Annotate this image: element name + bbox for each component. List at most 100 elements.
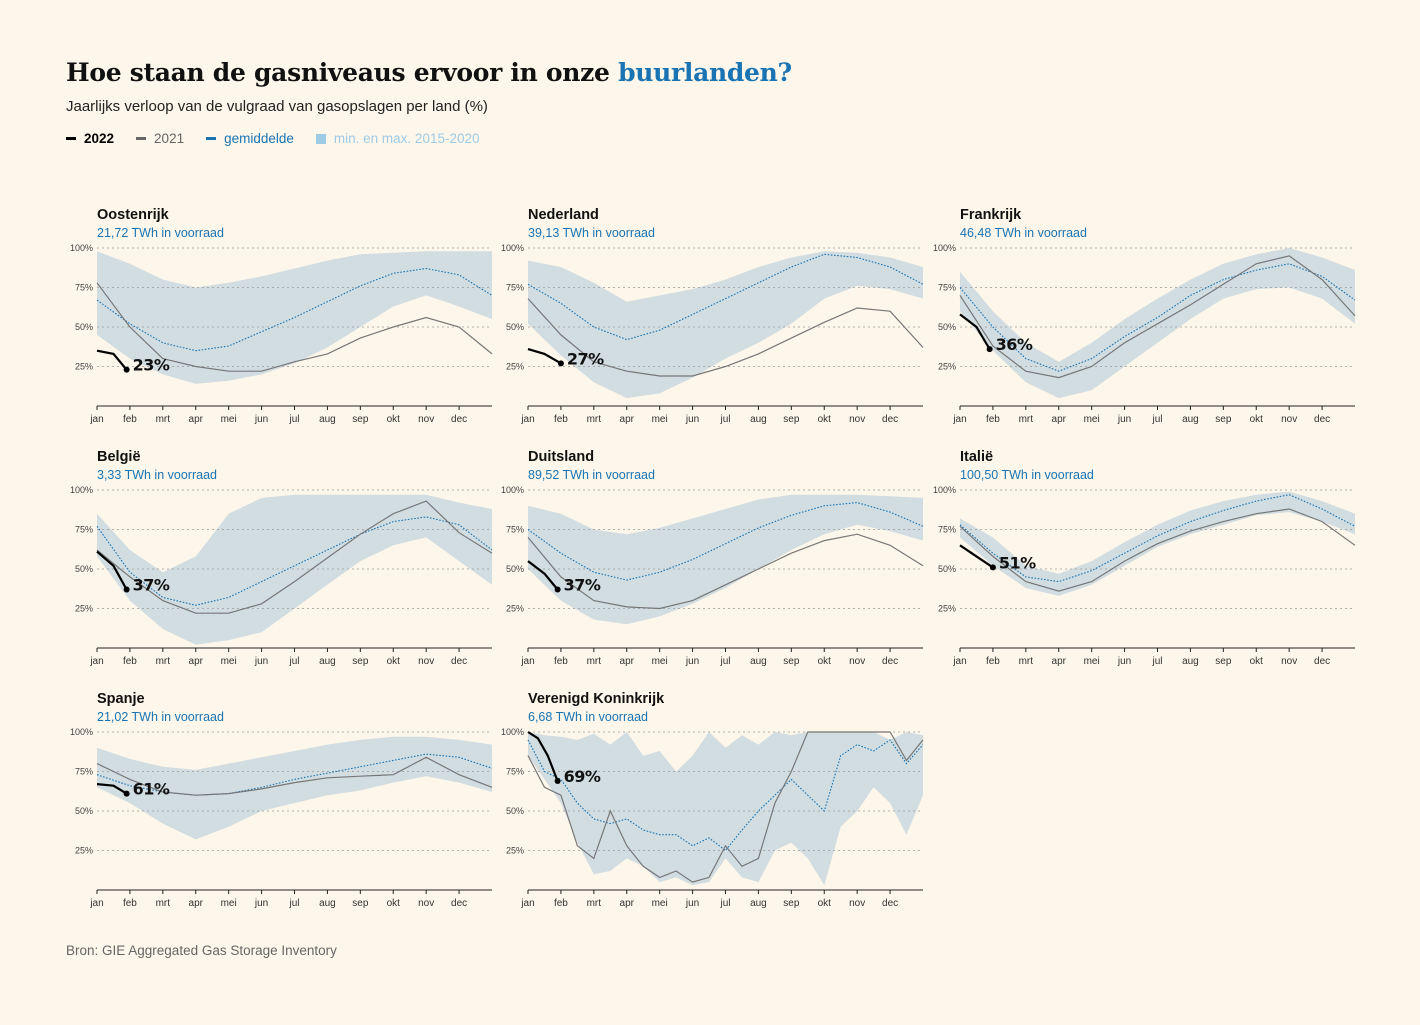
current-value-label: 23% bbox=[133, 356, 170, 375]
line-2022 bbox=[96, 783, 128, 795]
y-tick-label: 100% bbox=[70, 485, 93, 495]
line-2021 bbox=[96, 756, 493, 796]
x-tick-label: jun bbox=[1117, 656, 1131, 667]
title-accent: buurlanden? bbox=[618, 58, 792, 87]
x-tick-label: mei bbox=[652, 656, 668, 667]
x-tick-label: sep bbox=[352, 414, 369, 425]
x-tick-label: okt bbox=[818, 656, 832, 667]
line-2021 bbox=[959, 508, 1356, 592]
x-tick-label: feb bbox=[986, 414, 1000, 425]
x-tick-label: aug bbox=[1182, 414, 1199, 425]
line-2021 bbox=[527, 731, 924, 883]
chart-title: België bbox=[97, 449, 141, 465]
average-line bbox=[96, 267, 493, 352]
x-tick-label: mrt bbox=[156, 414, 171, 425]
x-tick-label: dec bbox=[882, 656, 898, 667]
x-tick-label: mei bbox=[1084, 414, 1100, 425]
chart-title: Nederland bbox=[528, 207, 599, 223]
x-tick-label: jul bbox=[719, 898, 730, 909]
x-tick-label: jan bbox=[520, 414, 534, 425]
y-tick-label: 25% bbox=[938, 362, 956, 372]
x-tick-label: nov bbox=[849, 898, 865, 909]
y-tick-label: 25% bbox=[506, 846, 524, 856]
x-tick-label: nov bbox=[1281, 656, 1297, 667]
chart-frankrijk: Frankrijk 46,48 TWh in voorraad 100% 75% 50%… bbox=[933, 207, 1356, 425]
stock-label: 39,13 TWh in voorraad bbox=[528, 226, 655, 240]
y-tick-label: 50% bbox=[506, 322, 524, 332]
x-tick-label: feb bbox=[123, 656, 137, 667]
x-tick-label: okt bbox=[387, 656, 401, 667]
x-tick-label: sep bbox=[783, 656, 800, 667]
minmax-band bbox=[97, 736, 492, 840]
line-2021 bbox=[959, 255, 1356, 379]
y-tick-label: 50% bbox=[75, 806, 93, 816]
x-tick-label: aug bbox=[750, 898, 767, 909]
line-2022 bbox=[96, 550, 128, 591]
x-tick-label: nov bbox=[849, 414, 865, 425]
line-2022 bbox=[527, 560, 559, 591]
x-tick-label: okt bbox=[1250, 656, 1264, 667]
stock-label: 3,33 TWh in voorraad bbox=[97, 468, 217, 482]
chart-title: Italië bbox=[960, 449, 993, 465]
x-tick-label: jan bbox=[89, 898, 103, 909]
y-tick-label: 50% bbox=[938, 322, 956, 332]
stock-label: 89,52 TWh in voorraad bbox=[528, 468, 655, 482]
x-tick-label: nov bbox=[849, 656, 865, 667]
x-tick-label: sep bbox=[1215, 414, 1232, 425]
chart-verenigd-koninkrijk: Verenigd Koninkrijk 6,68 TWh in voorraad 1… bbox=[501, 691, 924, 909]
legend-label-2022: 2022 bbox=[84, 131, 115, 146]
line-2021 bbox=[96, 500, 493, 614]
y-tick-label: 75% bbox=[75, 283, 93, 293]
x-tick-label: dec bbox=[1314, 414, 1330, 425]
x-tick-label: dec bbox=[882, 898, 898, 909]
y-tick-label: 100% bbox=[501, 727, 524, 737]
x-tick-label: aug bbox=[750, 414, 767, 425]
end-point bbox=[554, 777, 561, 784]
end-point bbox=[554, 586, 561, 593]
x-tick-label: jun bbox=[254, 414, 268, 425]
stock-label: 46,48 TWh in voorraad bbox=[960, 226, 1087, 240]
minmax-band bbox=[528, 251, 923, 399]
y-tick-label: 50% bbox=[75, 564, 93, 574]
legend-label-average: gemiddelde bbox=[224, 131, 294, 146]
x-tick-label: apr bbox=[189, 414, 204, 425]
average-line bbox=[527, 253, 924, 341]
x-tick-label: jan bbox=[952, 656, 966, 667]
end-point bbox=[123, 366, 130, 373]
x-tick-label: mrt bbox=[156, 898, 171, 909]
line-2022 bbox=[527, 731, 559, 782]
x-tick-label: mrt bbox=[156, 656, 171, 667]
x-tick-label: jul bbox=[719, 656, 730, 667]
x-tick-label: jul bbox=[288, 656, 299, 667]
current-value-label: 27% bbox=[567, 349, 604, 368]
y-tick-label: 50% bbox=[938, 564, 956, 574]
x-tick-label: mei bbox=[652, 898, 668, 909]
x-tick-label: jan bbox=[89, 414, 103, 425]
x-tick-label: okt bbox=[1250, 414, 1264, 425]
legend-label-2021: 2021 bbox=[154, 131, 185, 146]
y-tick-label: 75% bbox=[506, 525, 524, 535]
average-line bbox=[959, 263, 1356, 372]
line-2021 bbox=[96, 282, 493, 372]
x-tick-label: mrt bbox=[1019, 414, 1034, 425]
y-tick-label: 75% bbox=[506, 283, 524, 293]
x-tick-label: mrt bbox=[587, 898, 602, 909]
page-title: Hoe staan de gasniveaus ervoor in onze b… bbox=[66, 58, 792, 87]
x-tick-label: mei bbox=[221, 656, 237, 667]
x-tick-label: sep bbox=[783, 898, 800, 909]
y-tick-label: 25% bbox=[75, 846, 93, 856]
x-tick-label: feb bbox=[986, 656, 1000, 667]
x-tick-label: mei bbox=[221, 898, 237, 909]
x-tick-label: jun bbox=[685, 656, 699, 667]
x-tick-label: apr bbox=[620, 898, 635, 909]
chart-title: Oostenrijk bbox=[97, 207, 170, 223]
x-tick-label: jul bbox=[719, 414, 730, 425]
stock-label: 21,72 TWh in voorraad bbox=[97, 226, 224, 240]
end-point bbox=[123, 790, 130, 797]
end-point bbox=[989, 564, 996, 571]
y-tick-label: 75% bbox=[506, 767, 524, 777]
x-tick-label: dec bbox=[882, 414, 898, 425]
minmax-band bbox=[528, 494, 923, 625]
x-tick-label: aug bbox=[319, 414, 336, 425]
y-tick-label: 100% bbox=[501, 485, 524, 495]
